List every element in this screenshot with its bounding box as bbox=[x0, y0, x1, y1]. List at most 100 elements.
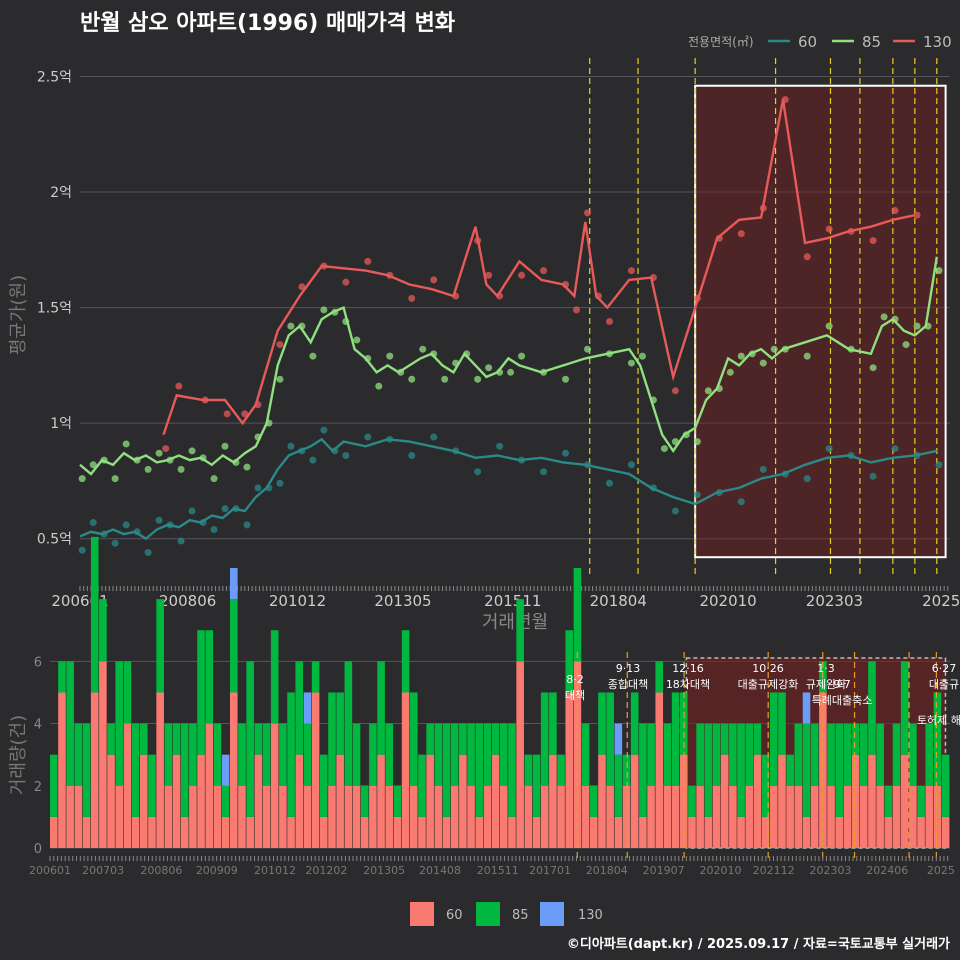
volume-bar-60 bbox=[189, 785, 197, 848]
volume-bar-60 bbox=[336, 754, 344, 848]
volume-bar-85 bbox=[360, 785, 369, 817]
bar-legend-60-label: 60 bbox=[446, 908, 463, 923]
volume-bar-60 bbox=[925, 785, 934, 848]
volume-bar-85 bbox=[66, 661, 74, 786]
volume-bar-85 bbox=[868, 661, 876, 755]
volume-bar-60 bbox=[917, 816, 925, 848]
volume-bar-60 bbox=[467, 785, 475, 848]
volume-bar-85 bbox=[892, 723, 901, 786]
policy-date-label: 9·13 bbox=[616, 662, 641, 675]
volume-x-tick-label: 201511 bbox=[477, 864, 519, 877]
volume-bar-60 bbox=[810, 785, 819, 848]
volume-bar-60 bbox=[123, 723, 132, 848]
volume-bar-60 bbox=[680, 754, 688, 848]
series-85-point bbox=[243, 463, 251, 471]
volume-bar-60 bbox=[90, 692, 99, 848]
volume-bar-60 bbox=[598, 754, 606, 848]
volume-bar-60 bbox=[58, 692, 66, 848]
volume-bar-85 bbox=[442, 723, 451, 817]
y-axis-label: 평균가(원) bbox=[8, 275, 29, 355]
volume-x-tick-label: 201804 bbox=[586, 864, 628, 877]
volume-y-tick-label: 4 bbox=[34, 718, 42, 733]
volume-bar-60 bbox=[483, 785, 492, 848]
policy-date-label: 1·3 bbox=[817, 662, 835, 675]
series-130-point bbox=[518, 271, 526, 279]
series-60-point bbox=[276, 479, 284, 487]
volume-x-tick-label: 201305 bbox=[363, 864, 405, 877]
volume-bar-85 bbox=[328, 692, 336, 786]
volume-bar-85 bbox=[238, 723, 246, 786]
series-60-point bbox=[627, 461, 635, 469]
series-60-point bbox=[803, 475, 811, 483]
volume-bar-60 bbox=[900, 754, 909, 848]
volume-bar-60 bbox=[450, 785, 459, 848]
series-60-point bbox=[254, 484, 262, 492]
series-60-point bbox=[221, 505, 229, 513]
volume-bar-85 bbox=[295, 661, 304, 755]
volume-bar-85 bbox=[622, 754, 631, 786]
policy-name-label: 특례대출축소 bbox=[812, 694, 873, 707]
volume-bar-85 bbox=[320, 754, 328, 817]
x-tick-label: 2025 bbox=[922, 592, 960, 610]
series-85-point bbox=[627, 359, 635, 367]
volume-bar-85 bbox=[434, 723, 443, 786]
series-130-point bbox=[869, 237, 877, 245]
volume-bar-60 bbox=[549, 754, 557, 848]
series-85-point bbox=[353, 336, 361, 344]
volume-bar-60 bbox=[287, 816, 295, 848]
series-85-point bbox=[155, 449, 163, 457]
volume-bar-85 bbox=[418, 754, 426, 817]
series-85-point bbox=[408, 375, 416, 383]
series-85-point bbox=[759, 359, 767, 367]
highlight-box bbox=[694, 84, 947, 559]
volume-bar-60 bbox=[303, 785, 312, 848]
volume-bar-60 bbox=[688, 816, 696, 848]
volume-bar-85 bbox=[254, 723, 263, 755]
series-60-point bbox=[78, 546, 86, 554]
volume-bar-60 bbox=[270, 723, 279, 848]
volume-bar-85 bbox=[385, 723, 394, 786]
volume-bar-60 bbox=[131, 816, 140, 848]
volume-bar-85 bbox=[230, 599, 238, 693]
y-tick-label: 2.5억 bbox=[37, 69, 72, 85]
series-60-point bbox=[364, 433, 372, 441]
volume-bar-60 bbox=[704, 816, 713, 848]
series-60-point bbox=[309, 456, 317, 464]
volume-bar-60 bbox=[851, 754, 860, 848]
volume-bar-85 bbox=[565, 630, 574, 693]
series-85-point bbox=[518, 352, 526, 360]
volume-bar-60 bbox=[491, 754, 500, 848]
series-85-point bbox=[474, 375, 482, 383]
y-tick-label: 1억 bbox=[50, 416, 72, 432]
volume-bar-85 bbox=[786, 754, 794, 786]
series-60-point bbox=[111, 539, 119, 547]
volume-bar-60 bbox=[205, 723, 214, 848]
series-85-point bbox=[221, 442, 229, 450]
volume-bar-85 bbox=[303, 723, 312, 786]
volume-bar-85 bbox=[410, 692, 418, 786]
series-85-point bbox=[913, 322, 921, 330]
volume-bar-85 bbox=[172, 723, 181, 755]
volume-bar-60 bbox=[655, 692, 664, 848]
series-85-point bbox=[210, 475, 218, 483]
volume-bar-60 bbox=[508, 816, 516, 848]
volume-bar-85 bbox=[835, 723, 844, 817]
volume-bar-60 bbox=[50, 816, 58, 848]
series-130-point bbox=[913, 211, 921, 219]
series-60-point bbox=[144, 549, 152, 557]
series-85-line bbox=[79, 256, 938, 476]
volume-x-tick-label: 201202 bbox=[305, 864, 347, 877]
policy-name-label: 대출규 bbox=[929, 678, 959, 691]
series-130-line bbox=[162, 99, 916, 436]
volume-bar-85 bbox=[671, 692, 680, 786]
volume-bar-60 bbox=[82, 816, 91, 848]
volume-bar-60 bbox=[786, 785, 794, 848]
volume-bar-130 bbox=[303, 692, 312, 724]
volume-bar-85 bbox=[851, 723, 860, 755]
volume-bar-60 bbox=[614, 816, 623, 848]
volume-bar-85 bbox=[900, 661, 909, 755]
volume-bar-60 bbox=[843, 785, 852, 848]
policy-name-label: 종합대책 bbox=[608, 678, 648, 691]
volume-bar-85 bbox=[156, 599, 164, 693]
